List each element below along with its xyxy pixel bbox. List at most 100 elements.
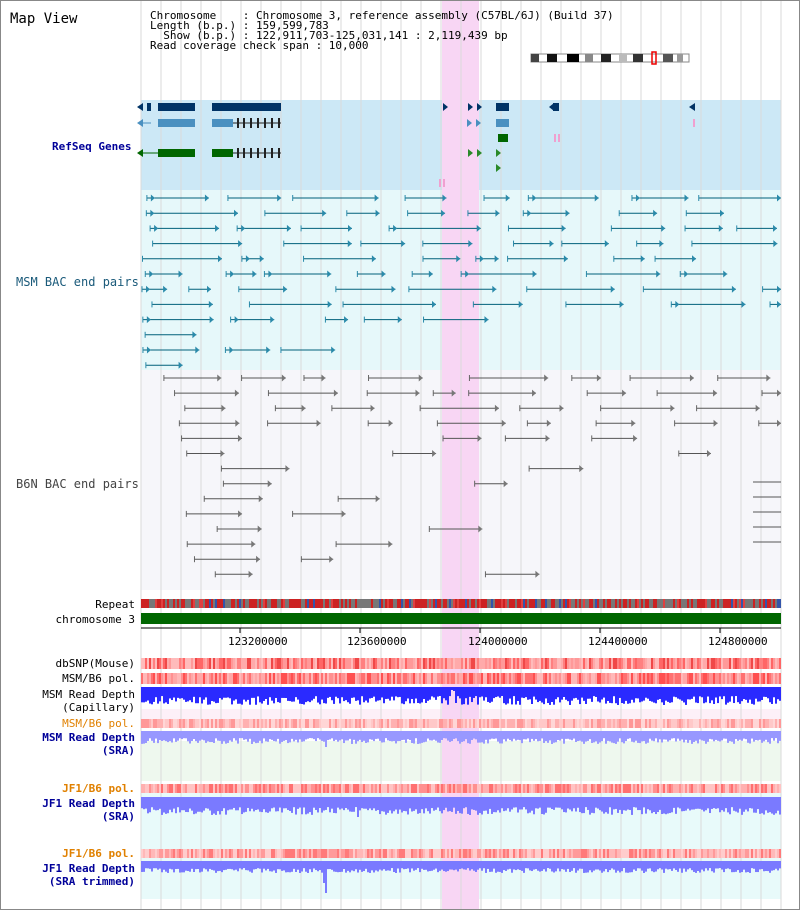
msm-sra-depth-bar xyxy=(615,731,617,744)
jf1-pol2-cell xyxy=(777,849,779,858)
msm-pol2-cell xyxy=(179,719,181,728)
msm-bac-label[interactable]: MSM BAC end pairs xyxy=(16,275,139,289)
msm-pol-label[interactable]: MSM/B6 pol. xyxy=(62,672,135,685)
dbsnp-cell xyxy=(579,658,581,669)
jf1-trimmed-depth-bar xyxy=(509,861,511,869)
jf1-pol-cell xyxy=(609,784,611,793)
jf1-pol2-cell xyxy=(435,849,437,858)
msm-bac-pair-arrow xyxy=(610,285,615,293)
msm-sra-depth-bar xyxy=(199,731,201,741)
msm-capillary-depth-bar xyxy=(595,687,597,697)
jf1-sra-depth-bar xyxy=(211,797,213,815)
msm-pol2-cell xyxy=(363,719,365,728)
jf1-pol2-label[interactable]: JF1/B6 pol. xyxy=(62,847,135,860)
msm-capillary-depth-bar xyxy=(687,687,689,700)
msm-sra-depth-bar xyxy=(745,731,747,740)
jf1-trimmed-depth-bar xyxy=(299,861,301,873)
dbsnp-cell xyxy=(669,658,671,669)
msm-depth-sra-label[interactable]: MSM Read Depth (SRA) xyxy=(42,731,135,757)
jf1-pol-label[interactable]: JF1/B6 pol. xyxy=(62,782,135,795)
msm-pol-cell xyxy=(435,673,437,684)
repeat-block xyxy=(243,599,245,608)
msm-sra-depth-bar xyxy=(573,731,575,739)
jf1-pol2-cell xyxy=(335,849,337,858)
jf1-sra-depth-bar xyxy=(717,797,719,809)
jf1-pol-cell xyxy=(473,784,475,793)
dbsnp-label[interactable]: dbSNP(Mouse) xyxy=(55,657,135,670)
jf1-pol2-cell xyxy=(623,849,625,858)
msm-capillary-depth-bar xyxy=(729,687,731,702)
jf1-sra-depth-bar xyxy=(563,797,565,813)
msm-pol-cell xyxy=(315,673,317,684)
dbsnp-cell xyxy=(309,658,311,669)
dbsnp-cell xyxy=(775,658,777,669)
dbsnp-cell xyxy=(575,658,577,669)
dbsnp-cell xyxy=(595,658,597,669)
msm-capillary-depth-bar xyxy=(255,687,257,705)
msm-capillary-depth-bar xyxy=(319,687,321,705)
msm-capillary-depth-bar xyxy=(371,687,373,698)
b6n-bac-pair-arrow xyxy=(532,389,537,397)
jf1-pol-cell xyxy=(433,784,435,793)
jf1-pol-cell xyxy=(763,784,765,793)
jf1-sra-depth-bar xyxy=(487,797,489,814)
jf1-sra-depth-bar xyxy=(647,797,649,810)
jf1-trimmed-depth-bar xyxy=(223,861,225,871)
msm-capillary-depth-bar xyxy=(427,687,429,701)
dbsnp-cell xyxy=(185,658,187,669)
dbsnp-cell xyxy=(423,658,425,669)
msm-capillary-depth-bar xyxy=(501,687,503,697)
msm-capillary-depth-bar xyxy=(193,687,195,697)
dbsnp-cell xyxy=(393,658,395,669)
msm-sra-depth-bar xyxy=(409,731,411,741)
msm-capillary-depth-bar xyxy=(461,687,463,705)
jf1-sra-depth-bar xyxy=(231,797,233,810)
msm-sra-depth-bar xyxy=(695,731,697,741)
msm-sra-depth-bar xyxy=(499,731,501,744)
dbsnp-cell xyxy=(253,658,255,669)
jf1-trimmed-depth-bar xyxy=(331,861,333,870)
jf1-pol-cell xyxy=(337,784,339,793)
msm-sra-depth-bar xyxy=(667,731,669,742)
msm-pol-cell xyxy=(197,673,199,684)
dbsnp-cell xyxy=(603,658,605,669)
jf1-pol-cell xyxy=(595,784,597,793)
msm-capillary-depth-bar xyxy=(499,687,501,698)
msm-pol2-cell xyxy=(633,719,635,728)
msm-sra-depth-bar xyxy=(523,731,525,740)
jf1-pol2-cell xyxy=(177,849,179,858)
dbsnp-cell xyxy=(719,658,721,669)
msm-pol2-cell xyxy=(707,719,709,728)
jf1-trimmed-depth-bar xyxy=(491,861,493,872)
msm-pol2-cell xyxy=(193,719,195,728)
msm-pol2-cell xyxy=(471,719,473,728)
dbsnp-cell xyxy=(265,658,267,669)
jf1-pol-cell xyxy=(647,784,649,793)
msm-pol2-label[interactable]: MSM/B6 pol. xyxy=(62,717,135,730)
jf1-pol2-cell xyxy=(501,849,503,858)
refseq-genes-label[interactable]: RefSeq Genes xyxy=(52,140,132,153)
msm-pol-cell xyxy=(739,673,741,684)
b6n-bac-label[interactable]: B6N BAC end pairs xyxy=(16,477,139,491)
refseq-gene xyxy=(554,134,556,142)
dbsnp-cell xyxy=(209,658,211,669)
msm-pol2-cell xyxy=(543,719,545,728)
msm-depth-capillary-label[interactable]: MSM Read Depth (Capillary) xyxy=(42,688,135,714)
msm-pol2-cell xyxy=(679,719,681,728)
jf1-trimmed-depth-bar xyxy=(221,861,223,873)
repeat-block xyxy=(169,599,171,608)
dbsnp-cell xyxy=(339,658,341,669)
jf1-pol-cell xyxy=(389,784,391,793)
jf1-depth-trimmed-label[interactable]: JF1 Read Depth (SRA trimmed) xyxy=(42,862,135,888)
repeat-block xyxy=(485,599,487,608)
msm-sra-depth-bar xyxy=(177,731,179,741)
jf1-sra-depth-bar xyxy=(733,797,735,811)
repeat-block xyxy=(157,599,159,608)
repeat-block xyxy=(641,599,643,608)
msm-bac-pair-arrow xyxy=(659,240,664,248)
jf1-trimmed-depth-bar xyxy=(507,861,509,870)
jf1-pol2-cell xyxy=(463,849,465,858)
jf1-depth-sra-label[interactable]: JF1 Read Depth (SRA) xyxy=(42,797,135,823)
msm-pol-cell xyxy=(639,673,641,684)
